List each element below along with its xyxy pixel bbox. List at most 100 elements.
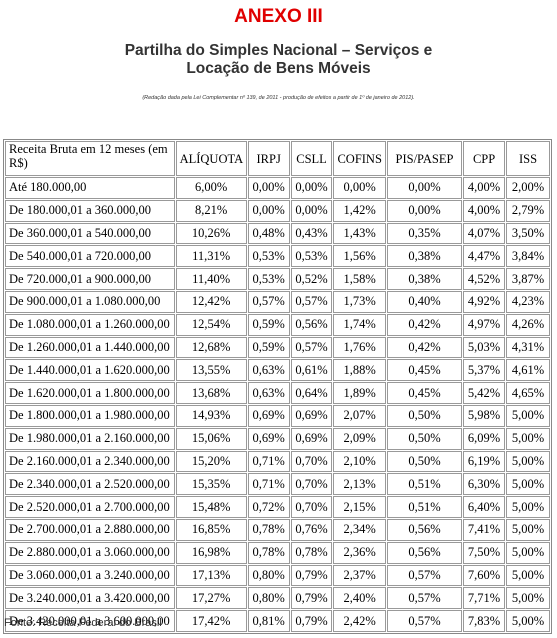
table-row: De 360.000,01 a 540.000,00 10,26% 0,48% 0,4… (5, 222, 550, 245)
table-cell: De 1.620.000,01 a 1.800.000,00 (5, 382, 175, 404)
table-cell: 4,23% (506, 290, 550, 313)
table-cell: 7,83% (463, 610, 505, 632)
table-cell: 0,78% (247, 541, 290, 564)
table-cell: De 540.000,01 a 720.000,00 (5, 245, 175, 268)
table-cell: 2,79% (506, 199, 550, 222)
table-cell: De 3.240.000,01 a 3.420.000,00 (5, 587, 175, 610)
table-cell: 0,48% (247, 222, 290, 245)
table-cell: 0,53% (290, 245, 333, 268)
table-cell: 0,56% (386, 541, 463, 564)
table-row: De 2.160.000,01 a 2.340.000,00 15,20% 0,71… (5, 450, 550, 473)
table-row: De 3.240.000,01 a 3.420.000,00 17,27% 0,80… (5, 587, 550, 610)
table-cell: 0,00% (386, 177, 463, 199)
table-cell: De 2.880.000,01 a 3.060.000,00 (5, 541, 175, 564)
table-cell: 0,38% (386, 245, 463, 268)
table-row: De 2.880.000,01 a 3.060.000,00 16,98% 0,78… (5, 541, 550, 564)
table-cell: 1,58% (333, 268, 386, 290)
table-cell: 0,51% (386, 473, 463, 496)
table-cell: 5,00% (506, 496, 550, 518)
table-cell: 0,63% (247, 382, 290, 404)
table-cell: 4,00% (463, 177, 505, 199)
table-cell: 0,53% (247, 268, 290, 290)
table-cell: 0,59% (247, 313, 290, 336)
table-row: De 1.980.000,01 a 2.160.000,00 15,06% 0,69… (5, 427, 550, 450)
table-cell: 6,09% (463, 427, 505, 450)
table-row: De 720.000,01 a 900.000,00 11,40% 0,53% 0,5… (5, 268, 550, 290)
table-cell: 1,89% (333, 382, 386, 404)
table-cell: 4,65% (506, 382, 550, 404)
table-cell: 4,61% (506, 359, 550, 382)
column-header: PIS/PASEP (386, 141, 463, 176)
table-cell: 0,42% (386, 313, 463, 336)
table-cell: 0,81% (247, 610, 290, 632)
table-cell: 0,52% (290, 268, 333, 290)
table-cell: 17,13% (175, 564, 247, 587)
table-cell: 15,48% (175, 496, 247, 518)
column-header: CSLL (290, 141, 333, 176)
table-cell: 1,73% (333, 290, 386, 313)
table-cell: 0,45% (386, 382, 463, 404)
table-row: De 1.260.000,01 a 1.440.000,00 12,68% 0,59… (5, 336, 550, 359)
column-header: ALÍQUOTA (175, 141, 247, 176)
table-cell: 1,56% (333, 245, 386, 268)
table-cell: 12,68% (175, 336, 247, 359)
table-cell: De 1.980.000,01 a 2.160.000,00 (5, 427, 175, 450)
table-cell: 0,57% (386, 564, 463, 587)
table-cell: 2,13% (333, 473, 386, 496)
table-cell: De 3.060.000,01 a 3.240.000,00 (5, 564, 175, 587)
table-cell: 0,50% (386, 427, 463, 450)
table-cell: 5,00% (506, 450, 550, 473)
table-cell: 4,31% (506, 336, 550, 359)
table-cell: 0,79% (290, 587, 333, 610)
table-cell: 0,79% (290, 610, 333, 632)
table-cell: De 2.340.000,01 a 2.520.000,00 (5, 473, 175, 496)
table-cell: 2,42% (333, 610, 386, 632)
table-cell: 6,40% (463, 496, 505, 518)
table-cell: 15,35% (175, 473, 247, 496)
table-cell: 2,15% (333, 496, 386, 518)
table-cell: 0,53% (247, 245, 290, 268)
table-cell: De 1.440.000,01 a 1.620.000,00 (5, 359, 175, 382)
table-cell: 2,00% (506, 177, 550, 199)
table-row: De 2.520.000,01 a 2.700.000,00 15,48% 0,72… (5, 496, 550, 518)
table-cell: 5,42% (463, 382, 505, 404)
table-cell: 0,69% (247, 427, 290, 450)
table-cell: 0,63% (247, 359, 290, 382)
table-cell: 4,26% (506, 313, 550, 336)
table-cell: 0,69% (290, 404, 333, 427)
note: (Redação dada pela Lei Complementar nº 1… (142, 95, 415, 101)
title: ANEXO III (234, 6, 323, 27)
table-cell: De 180.000,01 a 360.000,00 (5, 199, 175, 222)
table-cell: 0,57% (386, 610, 463, 632)
table-cell: 7,71% (463, 587, 505, 610)
table-cell: 0,70% (290, 450, 333, 473)
table-cell: 0,61% (290, 359, 333, 382)
table-cell: 6,30% (463, 473, 505, 496)
table-cell: 0,00% (247, 199, 290, 222)
table-cell: 5,00% (506, 404, 550, 427)
table-cell: 0,43% (290, 222, 333, 245)
table-row: De 180.000,01 a 360.000,00 8,21% 0,00% 0,00… (5, 199, 550, 222)
table-cell: 1,74% (333, 313, 386, 336)
table-cell: 3,84% (506, 245, 550, 268)
table-cell: 7,60% (463, 564, 505, 587)
table-cell: 0,51% (386, 496, 463, 518)
table-cell: 7,50% (463, 541, 505, 564)
table-cell: 0,38% (386, 268, 463, 290)
table-cell: 0,42% (386, 336, 463, 359)
table-cell: 0,50% (386, 404, 463, 427)
table-cell: 4,07% (463, 222, 505, 245)
table-cell: 0,00% (386, 199, 463, 222)
table-cell: 2,09% (333, 427, 386, 450)
table-cell: De 2.700.000,01 a 2.880.000,00 (5, 518, 175, 541)
table-cell: 5,00% (506, 427, 550, 450)
table-cell: 0,78% (290, 541, 333, 564)
table-cell: 0,50% (386, 450, 463, 473)
table-row: De 900.000,01 a 1.080.000,00 12,42% 0,57% 0… (5, 290, 550, 313)
table-cell: 0,56% (290, 313, 333, 336)
table-cell: De 2.160.000,01 a 2.340.000,00 (5, 450, 175, 473)
table-cell: De 1.080.000,01 a 1.260.000,00 (5, 313, 175, 336)
subtitle: Partilha do Simples Nacional – Serviços … (124, 42, 433, 77)
table-cell: 5,00% (506, 473, 550, 496)
